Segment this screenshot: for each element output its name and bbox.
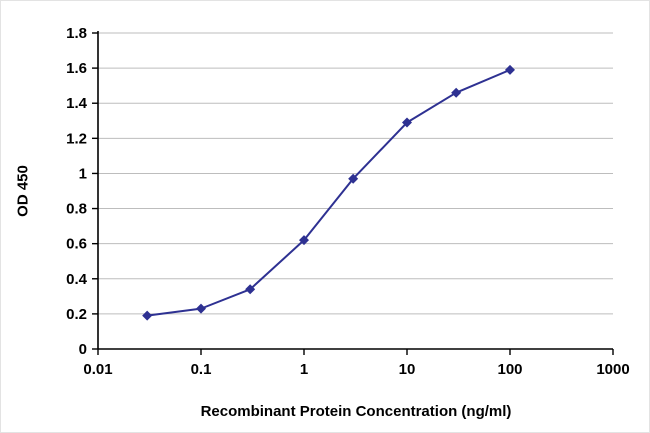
y-tick-label: 0.6	[66, 236, 87, 253]
x-axis-title: Recombinant Protein Concentration (ng/ml…	[200, 403, 512, 420]
x-tick-label: 0.1	[191, 361, 212, 378]
x-tick-label: 0.01	[83, 361, 112, 378]
y-tick-label: 1.6	[66, 60, 87, 77]
data-point-marker	[142, 310, 153, 321]
data-point-marker	[245, 284, 256, 295]
x-tick-label: 1000	[596, 361, 629, 378]
x-tick-label: 1	[300, 361, 308, 378]
data-point-marker	[299, 235, 309, 246]
y-tick-label: 0.2	[66, 306, 87, 323]
data-point-marker	[196, 303, 206, 314]
y-tick-label: 0.4	[66, 271, 88, 288]
y-tick-label: 1.4	[66, 95, 88, 112]
y-tick-label: 1.8	[66, 25, 87, 42]
x-tick-label: 10	[399, 361, 416, 378]
y-tick-label: 0	[79, 341, 87, 358]
y-tick-label: 1	[79, 165, 87, 182]
y-tick-label: 1.2	[66, 130, 87, 147]
data-point-marker	[451, 87, 462, 98]
data-point-marker	[402, 117, 412, 128]
y-tick-label: 0.8	[66, 201, 87, 218]
y-axis-title: OD 450	[14, 165, 32, 217]
data-point-marker	[505, 64, 515, 75]
data-point-marker	[348, 173, 359, 184]
series-line	[146, 68, 511, 317]
x-tick-label: 100	[497, 361, 522, 378]
